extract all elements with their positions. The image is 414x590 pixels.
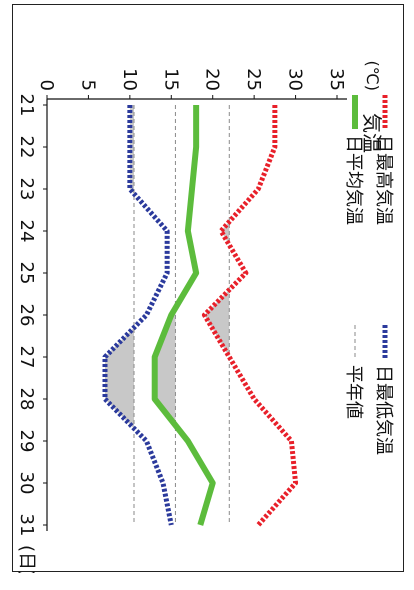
legend-label-high: 日最高気温 (373, 135, 394, 225)
series-line-mean (151, 105, 216, 526)
temperature-chart: 0 5 10 15 20 25 30 35 (℃) 気温 21 22 23 24 25 26 27 28 29 30 3… (16, 61, 394, 573)
y-tick-label-5: 5 (77, 80, 98, 91)
x-tick-label-24: 24 (16, 220, 37, 243)
rotated-chart-group: 0 5 10 15 20 25 30 35 (℃) 気温 21 22 23 24 25 26 27 28 29 30 3… (16, 61, 394, 573)
x-tick-label-21: 21 (16, 94, 37, 117)
x-tick-label-29: 29 (16, 430, 37, 453)
x-tick-label-26: 26 (16, 304, 37, 327)
legend-label-mean: 日平均気温 (343, 135, 364, 225)
chart-frame: 0 5 10 15 20 25 30 35 (℃) 気温 21 22 23 24 25 26 27 28 29 30 3… (12, 4, 404, 573)
x-tick-label-27: 27 (16, 346, 37, 369)
x-unit-label: (日) (16, 545, 37, 573)
y-tick-label-0: 0 (36, 80, 57, 91)
y-axis-label: 気温 (360, 113, 384, 153)
x-tick-label-30: 30 (16, 472, 37, 495)
x-tick-label-23: 23 (16, 178, 37, 201)
y-tick-label-10: 10 (119, 68, 140, 91)
x-tick-label-22: 22 (16, 136, 37, 159)
x-tick-label-28: 28 (16, 388, 37, 411)
x-tick-label-31: 31 (16, 514, 37, 537)
shade-high-1 (204, 289, 230, 357)
series-line-low (102, 105, 174, 526)
y-tick-label-30: 30 (285, 68, 306, 91)
y-tick-label-15: 15 (160, 68, 181, 91)
x-tick-label-25: 25 (16, 262, 37, 285)
shade-low-1 (105, 327, 134, 429)
series-line-high (201, 105, 299, 527)
legend-label-low: 日最低気温 (373, 365, 394, 455)
y-tick-label-35: 35 (326, 68, 347, 91)
y-tick-label-25: 25 (243, 68, 264, 91)
y-unit-label: (℃) (363, 61, 382, 91)
y-tick-label-20: 20 (202, 68, 223, 91)
legend-label-normal: 平年値 (343, 365, 364, 419)
shade-mean-0 (154, 308, 176, 426)
